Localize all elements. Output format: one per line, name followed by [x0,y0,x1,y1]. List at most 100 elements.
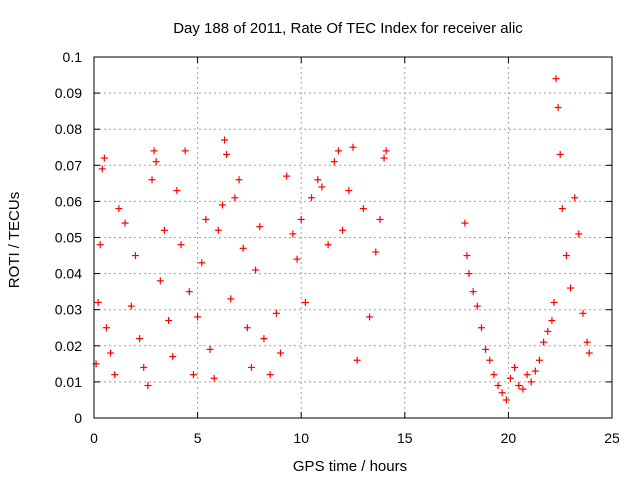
data-point [111,371,119,379]
data-point [461,219,469,227]
data-point [585,349,593,357]
data-point [144,382,152,390]
y-tick-label: 0.02 [55,338,82,354]
data-point [96,241,104,249]
data-point [227,295,235,303]
data-point [266,371,274,379]
data-point [136,335,144,343]
data-point [502,396,510,404]
data-point [583,338,591,346]
data-point [169,353,177,361]
data-point [556,150,564,158]
data-point [252,266,260,274]
data-point [256,223,264,231]
data-point [349,143,357,151]
data-point [463,252,471,260]
data-point [173,187,181,195]
data-point [318,183,326,191]
data-point [334,147,342,155]
data-point [293,255,301,263]
data-point [98,165,106,173]
data-point [366,313,374,321]
data-point [121,219,129,227]
data-point [308,194,316,202]
data-point [181,147,189,155]
data-point [156,277,164,285]
data-point [301,298,309,306]
data-point [160,226,168,234]
data-point [131,252,139,260]
data-point [206,345,214,353]
y-tick-label: 0.03 [55,302,82,318]
data-point [127,302,135,310]
data-point [473,302,481,310]
data-point [372,248,380,256]
y-axis-label: ROTI / TECUs [6,192,23,288]
y-tick-label: 0.08 [55,121,82,137]
data-point [324,241,332,249]
data-point [218,201,226,209]
data-point [150,147,158,155]
data-point [380,154,388,162]
x-axis-ticks: 0 5 10 15 20 25 [90,57,620,446]
data-point [515,382,523,390]
data-point [531,367,539,375]
data-points [92,75,593,404]
y-tick-label: 0.07 [55,157,82,173]
x-tick-label: 20 [501,430,517,446]
data-point [231,194,239,202]
data-point [477,324,485,332]
data-point [297,215,305,223]
data-point [359,205,367,213]
x-tick-label: 0 [90,430,98,446]
data-point [523,371,531,379]
data-point [221,136,229,144]
data-point [202,215,210,223]
data-point [339,226,347,234]
data-point [276,349,284,357]
data-point [345,187,353,195]
data-point [527,378,535,386]
data-point [558,205,566,213]
data-point [465,270,473,278]
data-point [283,172,291,180]
x-tick-label: 15 [397,430,413,446]
data-point [548,317,556,325]
data-point [353,356,361,364]
data-point [562,252,570,260]
data-point [198,259,206,267]
data-point [272,309,280,317]
data-point [554,104,562,112]
x-tick-label: 5 [194,430,202,446]
data-point [214,226,222,234]
data-point [260,335,268,343]
data-point [115,205,123,213]
data-point [210,374,218,382]
y-tick-label: 0.04 [55,266,82,282]
data-point [506,374,514,382]
data-point [544,327,552,335]
data-point [152,158,160,166]
grid [94,57,612,418]
data-point [376,215,384,223]
data-point [239,244,247,252]
y-tick-label: 0 [74,410,82,426]
data-point [100,154,108,162]
data-point [579,309,587,317]
data-point [469,288,477,296]
data-point [550,298,558,306]
data-point [94,298,102,306]
y-tick-label: 0.1 [63,49,83,65]
x-tick-label: 25 [604,430,620,446]
y-tick-label: 0.06 [55,193,82,209]
data-point [486,356,494,364]
data-point [552,75,560,83]
data-point [575,230,583,238]
data-point [540,338,548,346]
data-point [148,176,156,184]
data-point [535,356,543,364]
data-point [567,284,575,292]
data-point [482,345,490,353]
data-point [185,288,193,296]
